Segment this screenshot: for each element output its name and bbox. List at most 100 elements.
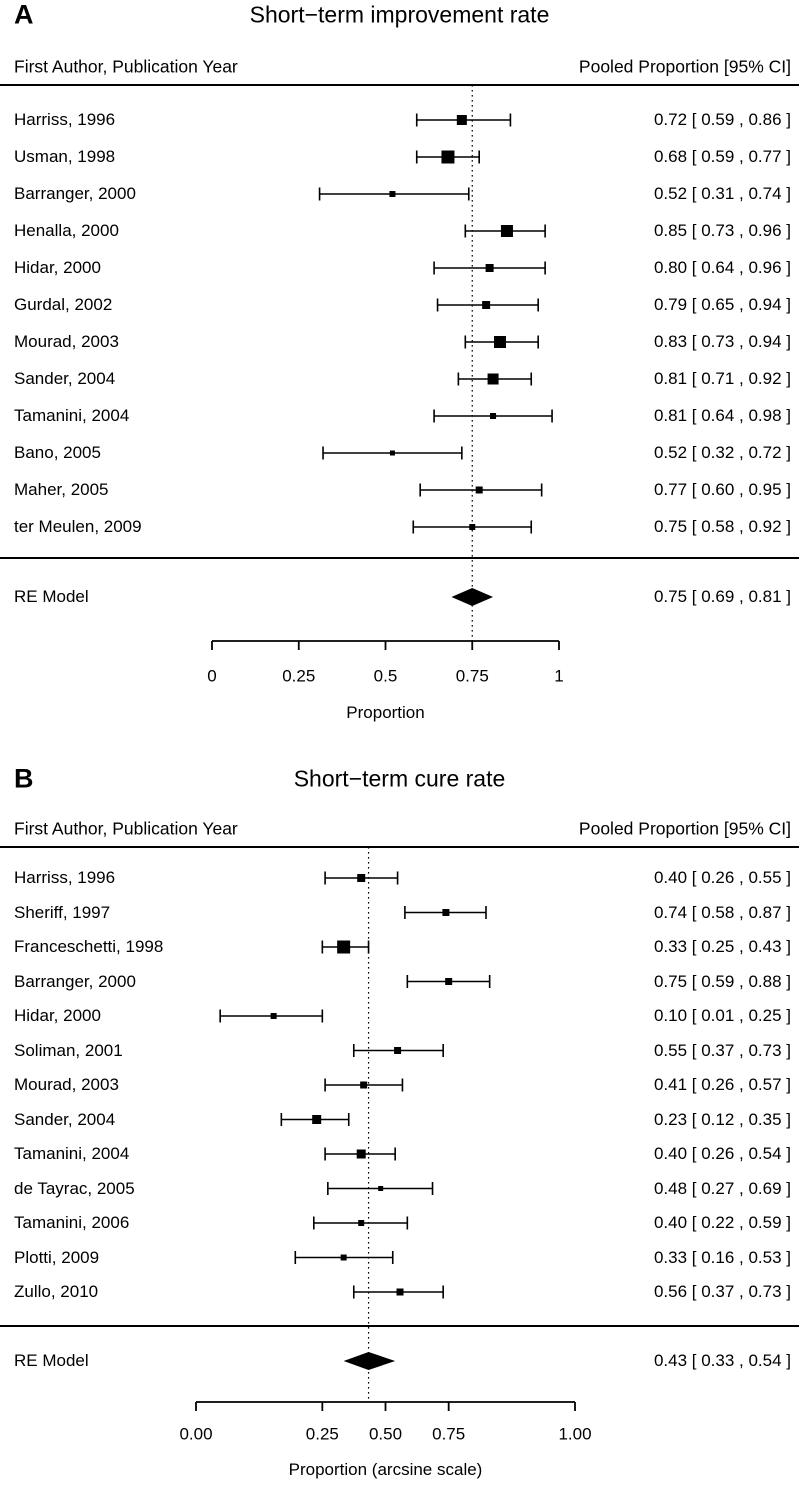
study-ci-value: 0.74 [ 0.58 , 0.87 ] <box>653 902 791 922</box>
study-ci-value: 0.85 [ 0.73 , 0.96 ] <box>653 221 791 240</box>
panel-b-re-model-label: RE Model <box>14 1351 89 1370</box>
panel-b-header-rule <box>0 846 799 848</box>
study-label: Maher, 2005 <box>14 480 109 499</box>
study-ci-value: 0.83 [ 0.73 , 0.94 ] <box>653 332 791 351</box>
study-ci-value: 0.40 [ 0.26 , 0.54 ] <box>653 1144 791 1163</box>
point-estimate-marker <box>396 1288 404 1296</box>
study-label: Plotti, 2009 <box>14 1247 100 1267</box>
study-ci-value: 0.48 [ 0.27 , 0.69 ] <box>653 1178 791 1198</box>
panel-a-title: Short−term improvement rate <box>249 1 550 28</box>
study-ci-value: 0.10 [ 0.01 , 0.25 ] <box>653 1006 791 1025</box>
study-label: Mourad, 2003 <box>14 1075 119 1094</box>
point-estimate-marker <box>337 940 351 954</box>
study-label: Barranger, 2000 <box>14 184 136 203</box>
point-estimate-marker <box>485 264 494 272</box>
study-label: de Tayrac, 2005 <box>14 1178 135 1198</box>
study-ci-value: 0.40 [ 0.26 , 0.55 ] <box>653 868 791 887</box>
point-estimate-marker <box>270 1013 277 1019</box>
study-ci-value: 0.33 [ 0.25 , 0.43 ] <box>653 937 791 956</box>
panel-a-label: A <box>14 0 34 30</box>
panel-a-summary-rule <box>0 557 799 559</box>
point-estimate-marker <box>456 115 467 125</box>
panel-a-column-header-right: Pooled Proportion [95% CI] <box>578 56 791 77</box>
point-estimate-marker <box>469 524 476 530</box>
study-label: ter Meulen, 2009 <box>14 517 142 536</box>
study-ci-value: 0.41 [ 0.26 , 0.57 ] <box>653 1075 791 1094</box>
point-estimate-marker <box>394 1047 402 1054</box>
study-label: Franceschetti, 1998 <box>14 937 164 956</box>
point-estimate-marker <box>482 301 491 309</box>
point-estimate-marker <box>500 225 513 237</box>
panel-b-label: B <box>14 763 34 794</box>
study-ci-value: 0.81 [ 0.64 , 0.98 ] <box>653 406 791 425</box>
point-estimate-marker <box>494 336 507 348</box>
study-ci-value: 0.33 [ 0.16 , 0.53 ] <box>653 1247 791 1267</box>
study-ci-value: 0.52 [ 0.32 , 0.72 ] <box>653 443 791 462</box>
x-axis-tick-label: 0.5 <box>374 666 398 685</box>
study-ci-value: 0.80 [ 0.64 , 0.96 ] <box>653 258 791 277</box>
panel-b-summary-rule <box>0 1325 799 1327</box>
panel-a-header-rule <box>0 84 799 86</box>
study-label: Tamanini, 2004 <box>14 406 130 425</box>
point-estimate-marker <box>357 874 366 882</box>
study-ci-value: 0.23 [ 0.12 , 0.35 ] <box>653 1109 791 1129</box>
panel-b-axis-title: Proportion (arcsine scale) <box>288 1460 483 1479</box>
study-ci-value: 0.68 [ 0.59 , 0.77 ] <box>653 147 791 166</box>
study-ci-value: 0.56 [ 0.37 , 0.73 ] <box>653 1282 791 1301</box>
study-label: Hidar, 2000 <box>14 1006 101 1025</box>
point-estimate-marker <box>378 1186 384 1191</box>
x-axis-tick-label: 1 <box>554 666 563 685</box>
study-label: Sander, 2004 <box>14 1109 116 1129</box>
point-estimate-marker <box>475 486 483 494</box>
point-estimate-marker <box>312 1115 322 1124</box>
study-ci-value: 0.75 [ 0.58 , 0.92 ] <box>653 517 791 536</box>
study-label: Harriss, 1996 <box>14 868 116 887</box>
x-axis-tick-label: 0.25 <box>306 1424 339 1443</box>
study-ci-value: 0.81 [ 0.71 , 0.92 ] <box>653 369 791 388</box>
x-axis-tick-label: 0.25 <box>282 666 315 685</box>
study-ci-value: 0.75 [ 0.59 , 0.88 ] <box>653 971 791 991</box>
panel-a-re-model-ci: 0.75 [ 0.69 , 0.81 ] <box>653 587 791 606</box>
study-ci-value: 0.52 [ 0.31 , 0.74 ] <box>653 184 791 203</box>
study-label: Sander, 2004 <box>14 369 116 388</box>
study-label: Gurdal, 2002 <box>14 295 113 314</box>
study-label: Harriss, 1996 <box>14 110 116 129</box>
study-ci-value: 0.77 [ 0.60 , 0.95 ] <box>653 480 791 499</box>
study-label: Zullo, 2010 <box>14 1282 99 1301</box>
point-estimate-marker <box>442 909 450 916</box>
panel-a-re-model-label: RE Model <box>14 587 89 606</box>
x-axis-tick-label: 0.75 <box>432 1424 465 1443</box>
x-axis-tick-label: 1.00 <box>558 1424 591 1443</box>
panel-b-column-header-right: Pooled Proportion [95% CI] <box>578 818 791 839</box>
panel-b-re-model-ci: 0.43 [ 0.33 , 0.54 ] <box>653 1351 791 1370</box>
point-estimate-marker <box>487 373 499 385</box>
study-label: Sheriff, 1997 <box>14 902 111 922</box>
point-estimate-marker <box>441 150 455 164</box>
re-model-diamond <box>343 1352 396 1370</box>
point-estimate-marker <box>356 1149 366 1159</box>
x-axis-tick-label: 0.50 <box>369 1424 402 1443</box>
study-label: Usman, 1998 <box>14 147 116 166</box>
panel-a-column-header-left: First Author, Publication Year <box>14 56 238 77</box>
point-estimate-marker <box>360 1081 368 1089</box>
point-estimate-marker <box>490 413 497 419</box>
point-estimate-marker <box>445 978 453 985</box>
study-label: Bano, 2005 <box>14 443 101 462</box>
study-ci-value: 0.72 [ 0.59 , 0.86 ] <box>653 110 791 129</box>
study-ci-value: 0.55 [ 0.37 , 0.73 ] <box>653 1040 791 1060</box>
study-label: Mourad, 2003 <box>14 332 119 351</box>
study-label: Hidar, 2000 <box>14 258 101 277</box>
panel-a-axis-title: Proportion <box>346 703 425 722</box>
study-label: Soliman, 2001 <box>14 1040 123 1060</box>
study-ci-value: 0.40 [ 0.22 , 0.59 ] <box>653 1213 791 1232</box>
point-estimate-marker <box>358 1220 365 1226</box>
point-estimate-marker <box>389 450 395 456</box>
study-label: Tamanini, 2006 <box>14 1213 130 1232</box>
x-axis-tick-label: 0.75 <box>456 666 489 685</box>
study-label: Tamanini, 2004 <box>14 1144 130 1163</box>
x-axis-tick-label: 0 <box>207 666 216 685</box>
re-model-diamond <box>451 588 494 606</box>
study-ci-value: 0.79 [ 0.65 , 0.94 ] <box>653 295 791 314</box>
